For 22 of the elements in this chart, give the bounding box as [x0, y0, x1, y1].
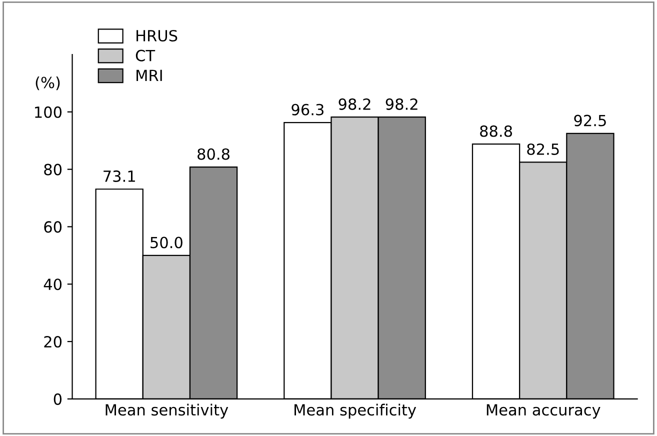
y-axis-title: (%) [36, 76, 60, 90]
text: 80.8 [198, 148, 230, 160]
text: 73.1 [104, 170, 135, 182]
y-tick-label: 40 [44, 278, 62, 290]
y-tick-label: 80 [44, 164, 62, 176]
y-tick-label: 60 [44, 221, 62, 233]
text: 98.2 [386, 98, 418, 110]
y-tick-label: 100 [35, 106, 62, 118]
x-tick-label: Mean accuracy [486, 404, 600, 419]
legend-label: MRI [136, 70, 162, 81]
text: 82.5 [527, 143, 559, 156]
x-tick-label: Mean specificity [294, 404, 416, 419]
text: 50.0 [150, 236, 182, 248]
x-tick-label: Mean sensitivity [106, 404, 228, 419]
legend-label: HRUS [136, 30, 178, 42]
legend-label: CT [136, 50, 156, 62]
y-tick-label: 20 [44, 336, 62, 348]
text: 96.3 [292, 104, 324, 116]
y-tick-label: 0 [54, 393, 62, 405]
text: 98.2 [338, 98, 370, 110]
text: 88.8 [480, 125, 512, 137]
text: 92.5 [574, 114, 606, 126]
